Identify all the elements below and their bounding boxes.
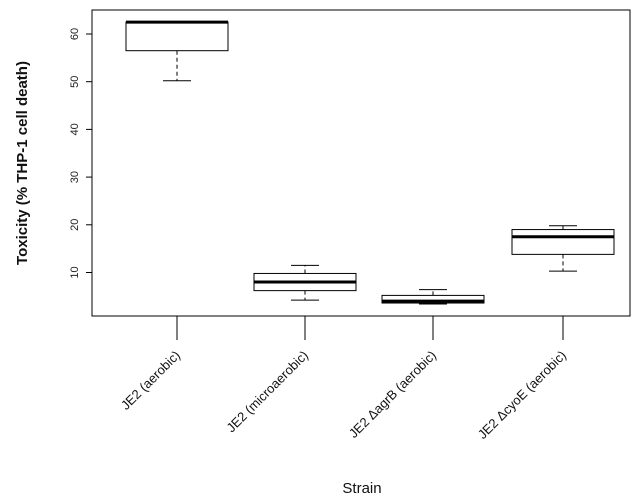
y-tick-label-20: 20 xyxy=(69,219,81,231)
y-tick-label-60: 60 xyxy=(69,28,81,40)
iqr-box-3 xyxy=(511,229,615,255)
plot-frame xyxy=(91,9,631,317)
x-category-label-1: JE2 (microaerobic) xyxy=(223,348,311,436)
box-2 xyxy=(381,289,485,305)
y-axis: 10 20 30 40 50 60 xyxy=(69,28,92,279)
box-1 xyxy=(253,264,357,301)
y-tick-label-50: 50 xyxy=(69,76,81,88)
box-3 xyxy=(511,225,615,272)
y-tick-label-30: 30 xyxy=(69,171,81,183)
x-category-label-2: JE2 ΔagrB (aerobic) xyxy=(346,348,439,441)
iqr-box-0 xyxy=(125,21,229,52)
y-axis-title: Toxicity (% THP-1 cell death) xyxy=(14,61,31,265)
x-category-label-3: JE2 ΔcyoE (aerobic) xyxy=(475,348,569,442)
x-axis-title: Strain xyxy=(342,480,381,496)
x-category-label-0: JE2 (aerobic) xyxy=(118,348,183,413)
iqr-box-2 xyxy=(381,294,485,304)
box-0 xyxy=(125,20,229,82)
x-axis: JE2 (aerobic) JE2 (microaerobic) JE2 ΔagrB… xyxy=(118,316,569,442)
boxes xyxy=(125,20,615,305)
y-tick-label-40: 40 xyxy=(69,123,81,135)
y-tick-label-10: 10 xyxy=(69,266,81,278)
